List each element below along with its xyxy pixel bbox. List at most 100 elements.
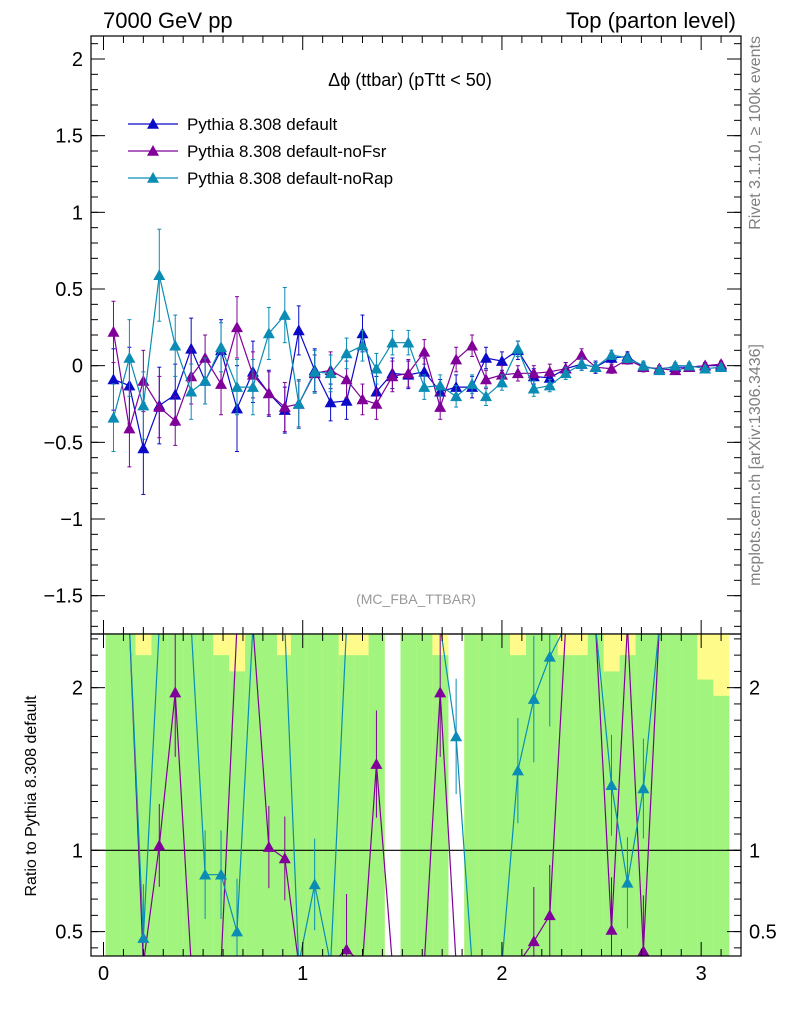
data-point <box>434 379 447 391</box>
ratio-point <box>621 876 634 888</box>
series-2 <box>107 228 728 453</box>
data-point <box>153 401 166 412</box>
data-point <box>262 327 275 339</box>
legend-marker <box>147 145 159 156</box>
ratio-line <box>129 634 660 956</box>
data-point <box>137 442 150 454</box>
series-0 <box>107 305 728 495</box>
band-inner <box>245 634 262 956</box>
data-point <box>199 352 212 363</box>
band-inner <box>290 634 308 956</box>
data-point <box>292 398 305 409</box>
data-point <box>107 325 120 337</box>
series-1 <box>107 296 728 468</box>
rivet-label: Rivet 3.1.10, ≥ 100k events <box>747 36 764 230</box>
data-point <box>246 381 259 392</box>
data-point <box>107 373 120 385</box>
data-point <box>230 381 243 392</box>
data-point <box>575 358 588 369</box>
header-left: 7000 GeV pp <box>103 8 233 33</box>
data-point <box>621 352 634 363</box>
ratio-line <box>129 634 660 956</box>
data-point <box>637 359 650 371</box>
ratio-point <box>370 758 383 769</box>
data-point <box>199 375 212 386</box>
ratio-point <box>153 839 166 851</box>
band-inner <box>261 634 278 956</box>
band-inner <box>416 634 433 956</box>
data-point <box>480 373 493 385</box>
ratio-point <box>450 730 463 742</box>
band-inner <box>697 679 714 956</box>
data-point <box>123 422 136 434</box>
data-point <box>386 370 399 382</box>
data-point <box>137 399 150 411</box>
data-point <box>418 381 431 392</box>
data-point <box>466 378 479 389</box>
data-point <box>653 364 666 376</box>
data-point <box>605 362 618 374</box>
legend-label: Pythia 8.308 default-noFsr <box>187 142 387 161</box>
data-point <box>480 352 493 363</box>
legend-entry-1: Pythia 8.308 default-noFsr <box>128 142 387 161</box>
data-point <box>543 365 556 377</box>
xtick-label: 0 <box>98 963 109 985</box>
data-point <box>340 347 353 359</box>
ratio-point <box>543 650 556 662</box>
data-point <box>418 345 431 357</box>
ratio-y-axis-label: Ratio to Pythia 8.308 default <box>23 695 40 897</box>
ratio-series-1 <box>129 634 660 956</box>
data-point <box>511 342 524 354</box>
ratio-ytick-label: 2 <box>72 678 83 700</box>
ratio-series-0 <box>129 634 660 956</box>
main-ytick-label: 1.5 <box>55 126 83 148</box>
ratio-point <box>199 868 212 880</box>
ratio-point <box>637 782 650 794</box>
ratio-point <box>169 686 182 698</box>
band-inner <box>464 634 481 956</box>
ratio-point <box>511 764 524 776</box>
data-point <box>450 353 463 365</box>
data-point <box>169 339 182 351</box>
data-point <box>495 376 508 388</box>
main-tick-marks <box>91 36 741 634</box>
data-point <box>215 341 228 353</box>
data-point <box>356 339 369 351</box>
ratio-point <box>527 935 540 947</box>
x-tick-labels: 0 1 2 3 <box>98 963 707 985</box>
data-point <box>356 393 369 405</box>
series-line <box>112 325 722 429</box>
band-inner <box>400 634 417 956</box>
data-point <box>340 394 353 406</box>
data-point <box>511 367 524 379</box>
ratio-point <box>215 868 228 880</box>
band-inner <box>105 634 122 956</box>
data-point <box>169 388 182 400</box>
data-point <box>169 414 182 426</box>
ratio-point <box>605 779 618 791</box>
ratio-panel: 2 2 1 1 0.5 0.5 0 1 2 3 Ratio to Pythia 8.308 de… <box>23 633 777 985</box>
ratio-point <box>262 841 275 852</box>
mcplots-label: mcplots.cern.ch [arXiv:1306.3436] <box>747 344 764 586</box>
data-point <box>153 269 166 280</box>
data-point <box>185 385 198 397</box>
ratio-point <box>278 852 291 864</box>
band-inner <box>667 634 684 956</box>
data-point <box>402 336 415 348</box>
data-point <box>324 396 337 408</box>
data-point <box>215 378 228 389</box>
data-point <box>450 390 463 402</box>
data-point <box>589 361 602 372</box>
band-inner <box>151 634 168 956</box>
data-point <box>370 362 383 374</box>
data-point <box>543 379 556 391</box>
band-inner <box>354 655 371 956</box>
ratio-ytick-label: 0.5 <box>55 922 83 944</box>
data-point <box>480 390 493 402</box>
legend: Pythia 8.308 default Pythia 8.308 default… <box>128 115 393 188</box>
main-ytick-label: −0.5 <box>44 432 83 454</box>
data-point <box>683 359 696 371</box>
ratio-point <box>434 686 447 698</box>
series-line <box>112 275 722 418</box>
